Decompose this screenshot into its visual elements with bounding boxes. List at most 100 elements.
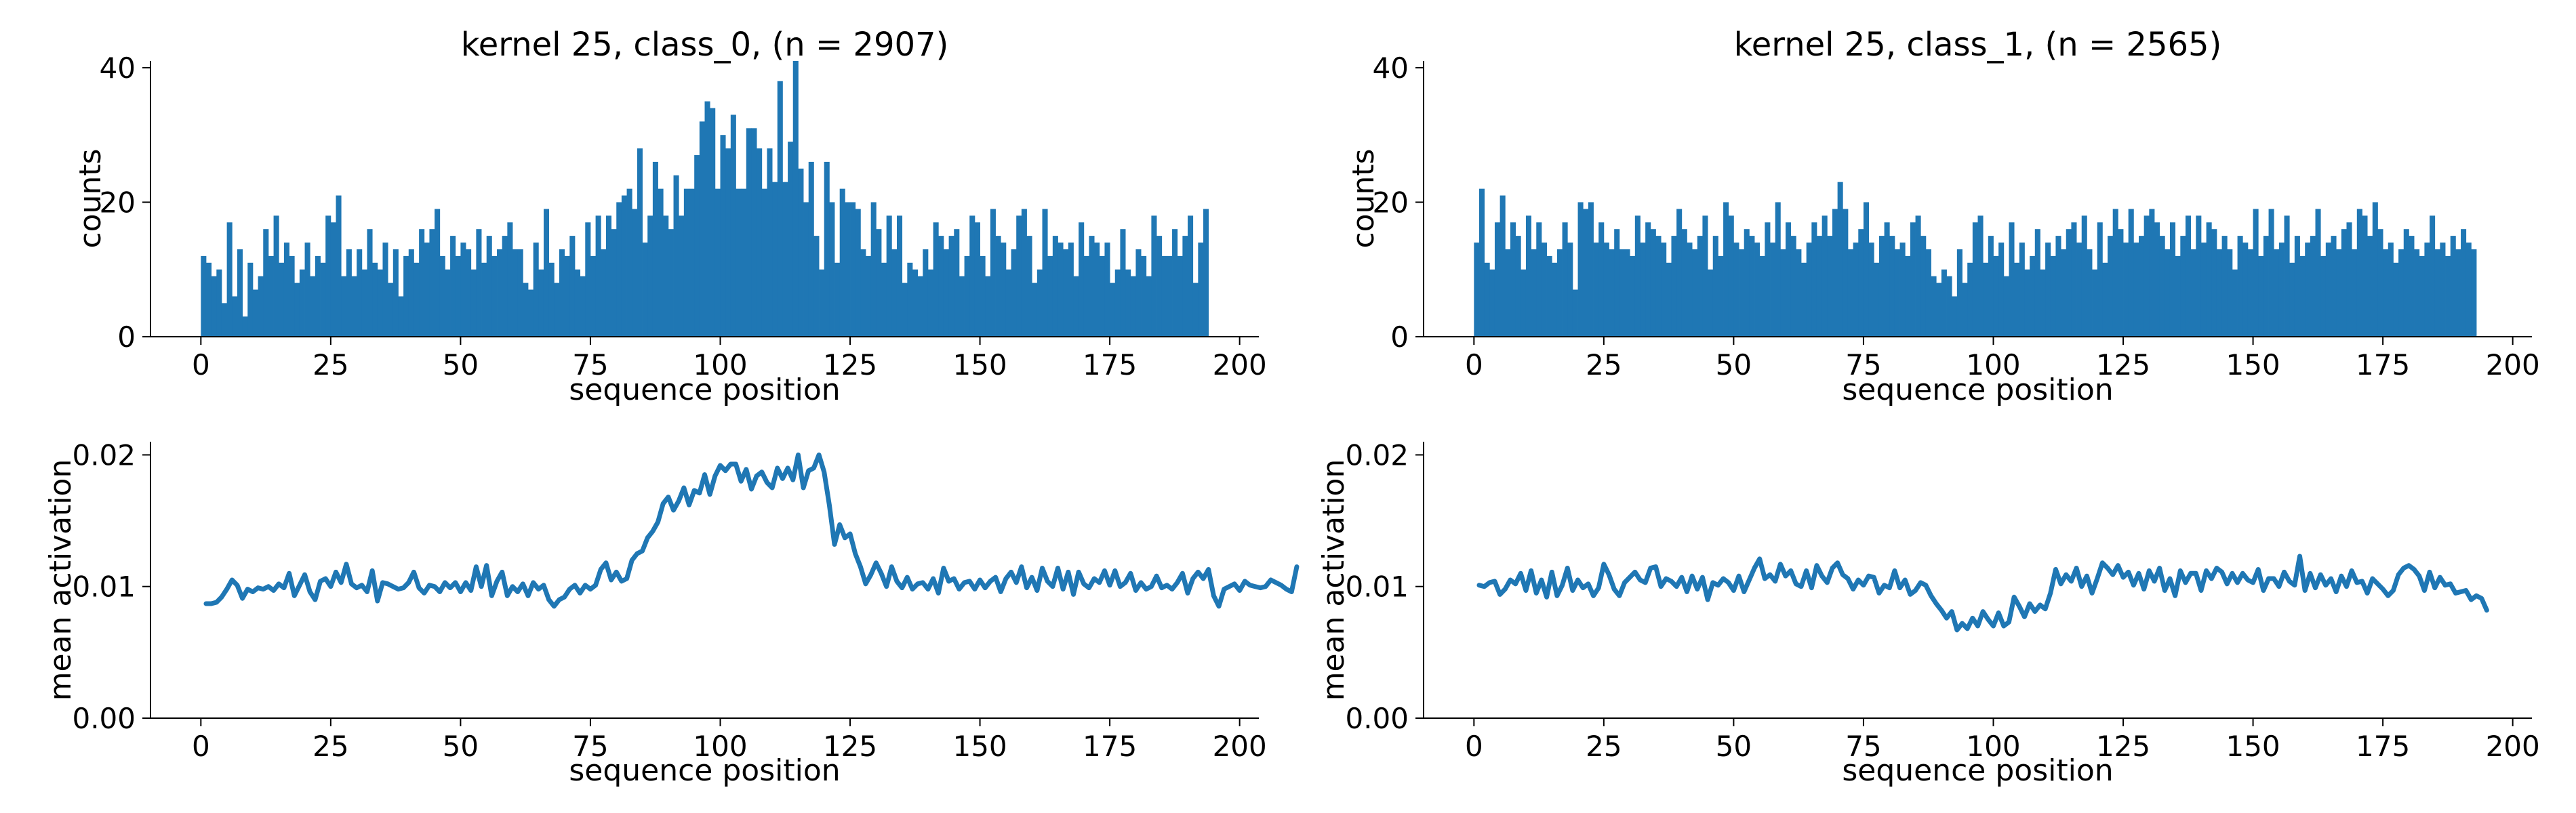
- hist-class0-bar-29: [351, 276, 357, 337]
- hist-class1-bar-99: [1988, 236, 1994, 337]
- hist-class1-bar-49: [1728, 215, 1734, 337]
- hist-class0-bar-64: [533, 243, 539, 337]
- hist-class1-bar-8: [1515, 236, 1521, 337]
- hist-class1-bar-136: [2180, 236, 2186, 337]
- hist-class1-bar-70: [1837, 182, 1843, 337]
- hist-class0-bar-98: [710, 108, 716, 337]
- histogram-class1-panel: kernel 25, class_1, (n = 2565) 0 25 50 75 10…: [1346, 26, 2540, 407]
- hist-class0-bar-14: [273, 215, 279, 337]
- hist-class0-bar-23: [320, 262, 326, 337]
- hist-class1-bar-124: [2118, 229, 2124, 337]
- hist-class1-x-tick-label-50: 50: [1716, 348, 1752, 381]
- hist-class1-bar-66: [1816, 236, 1823, 337]
- hist-class0-bar-140: [927, 269, 934, 337]
- hist-class1-bar-14: [1546, 255, 1552, 337]
- hist-class1-bar-97: [1977, 215, 1984, 337]
- hist-class0-bar-10: [252, 289, 258, 337]
- hist-class1-bar-144: [2221, 236, 2228, 337]
- hist-class1-bar-162: [2315, 209, 2321, 337]
- hist-class0-bar-89: [663, 215, 669, 337]
- hist-class0-bar-7: [237, 249, 243, 337]
- hist-class0-bar-123: [839, 188, 845, 337]
- activation-class0-panel: 0 25 50 75 100 125 150 175 200 0.00 0.01 0.02 sequ…: [43, 438, 1300, 788]
- hist-class1-bar-149: [2247, 249, 2253, 337]
- hist-class0-bar-148: [969, 215, 975, 337]
- hist-class1-bar-82: [1899, 243, 1906, 337]
- hist-class1-bar-67: [1822, 215, 1828, 337]
- hist-class0-x-tick-label-100: 100: [693, 348, 747, 381]
- hist-class0-bar-92: [679, 215, 685, 337]
- hist-class0-bar-42: [419, 229, 425, 337]
- hist-class0-y-tick-label-1: 20: [100, 186, 136, 219]
- hist-class1-bar-105: [2019, 243, 2025, 337]
- hist-class0-bar-170: [1083, 255, 1089, 337]
- histogram-class0-x-ticks: 0 25 50 75 100 125 150 175 200: [192, 337, 1267, 381]
- hist-class0-bar-116: [803, 202, 809, 337]
- hist-class1-bar-166: [2336, 249, 2342, 337]
- hist-class1-bar-115: [2071, 222, 2077, 337]
- hist-class1-x-tick-label-100: 100: [1966, 348, 2020, 381]
- hist-class1-bar-134: [2169, 222, 2176, 337]
- hist-class0-bar-155: [1005, 269, 1011, 337]
- hist-class1-bar-111: [2050, 255, 2056, 337]
- hist-class0-bar-176: [1114, 269, 1121, 337]
- hist-class1-bar-11: [1531, 249, 1537, 337]
- hist-class1-bar-138: [2190, 249, 2196, 337]
- hist-class0-bar-188: [1177, 255, 1183, 337]
- hist-class0-bar-47: [445, 269, 451, 337]
- hist-class1-bar-179: [2403, 229, 2409, 337]
- hist-class0-bar-184: [1156, 236, 1163, 337]
- histogram-class0-y-label: counts: [73, 148, 108, 248]
- hist-class1-bar-116: [2076, 243, 2082, 337]
- hist-class1-bar-119: [2092, 269, 2098, 337]
- hist-class1-bar-91: [1946, 276, 1952, 337]
- hist-class1-bar-78: [1878, 236, 1885, 337]
- hist-class1-bar-178: [2398, 249, 2404, 337]
- hist-class1-bar-139: [2196, 215, 2202, 337]
- hist-class0-bar-171: [1089, 236, 1095, 337]
- hist-class0-bar-113: [788, 142, 794, 337]
- hist-class1-bar-123: [2112, 209, 2118, 337]
- hist-class0-bar-153: [995, 236, 1001, 337]
- hist-class1-bar-175: [2383, 249, 2389, 337]
- hist-class1-bar-72: [1847, 249, 1854, 337]
- hist-class1-y-tick-label-1: 20: [1373, 186, 1409, 219]
- activation-class0-x-label: sequence position: [569, 753, 840, 788]
- hist-class0-bar-76: [595, 215, 601, 337]
- hist-class0-bar-189: [1182, 236, 1188, 337]
- hist-class0-bar-105: [746, 128, 752, 337]
- hist-class1-bar-46: [1712, 236, 1718, 337]
- hist-class1-bar-73: [1853, 243, 1859, 337]
- hist-class0-bar-158: [1021, 209, 1027, 337]
- hist-class1-bar-146: [2232, 269, 2238, 337]
- histogram-class1-x-ticks: 0 25 50 75 100 125 150 175 200: [1465, 337, 2540, 381]
- hist-class1-bar-6: [1505, 249, 1511, 337]
- hist-class0-bar-19: [299, 269, 305, 337]
- hist-class0-bar-138: [917, 276, 923, 337]
- line-class1-x-tick-label-150: 150: [2226, 730, 2280, 763]
- hist-class1-bar-38: [1671, 236, 1677, 337]
- hist-class1-bar-120: [2097, 222, 2103, 337]
- hist-class1-bar-63: [1801, 262, 1807, 337]
- histogram-class1-title: kernel 25, class_1, (n = 2565): [1734, 26, 2222, 64]
- hist-class0-x-tick-label-50: 50: [443, 348, 479, 381]
- histogram-class1-bars: [1474, 182, 2477, 337]
- hist-class0-bar-44: [429, 229, 435, 337]
- hist-class1-bar-163: [2320, 255, 2327, 337]
- hist-class1-bar-26: [1609, 249, 1615, 337]
- hist-class1-bar-112: [2055, 236, 2061, 337]
- hist-class1-bar-64: [1806, 243, 1812, 337]
- hist-class0-bar-61: [517, 249, 523, 337]
- activation-class0-y-ticks: 0.00 0.01 0.02: [72, 438, 150, 735]
- hist-class1-bar-93: [1956, 249, 1963, 337]
- line-class0-x-tick-label-50: 50: [443, 730, 479, 763]
- hist-class0-bar-181: [1141, 255, 1147, 337]
- hist-class0-bar-54: [481, 262, 487, 337]
- hist-class1-bar-177: [2393, 262, 2399, 337]
- hist-class0-bar-150: [980, 255, 986, 337]
- hist-class0-bar-120: [824, 161, 830, 337]
- hist-class1-bar-0: [1474, 243, 1480, 337]
- hist-class1-bar-71: [1843, 209, 1849, 337]
- hist-class1-bar-25: [1603, 243, 1609, 337]
- hist-class1-bar-74: [1858, 229, 1864, 337]
